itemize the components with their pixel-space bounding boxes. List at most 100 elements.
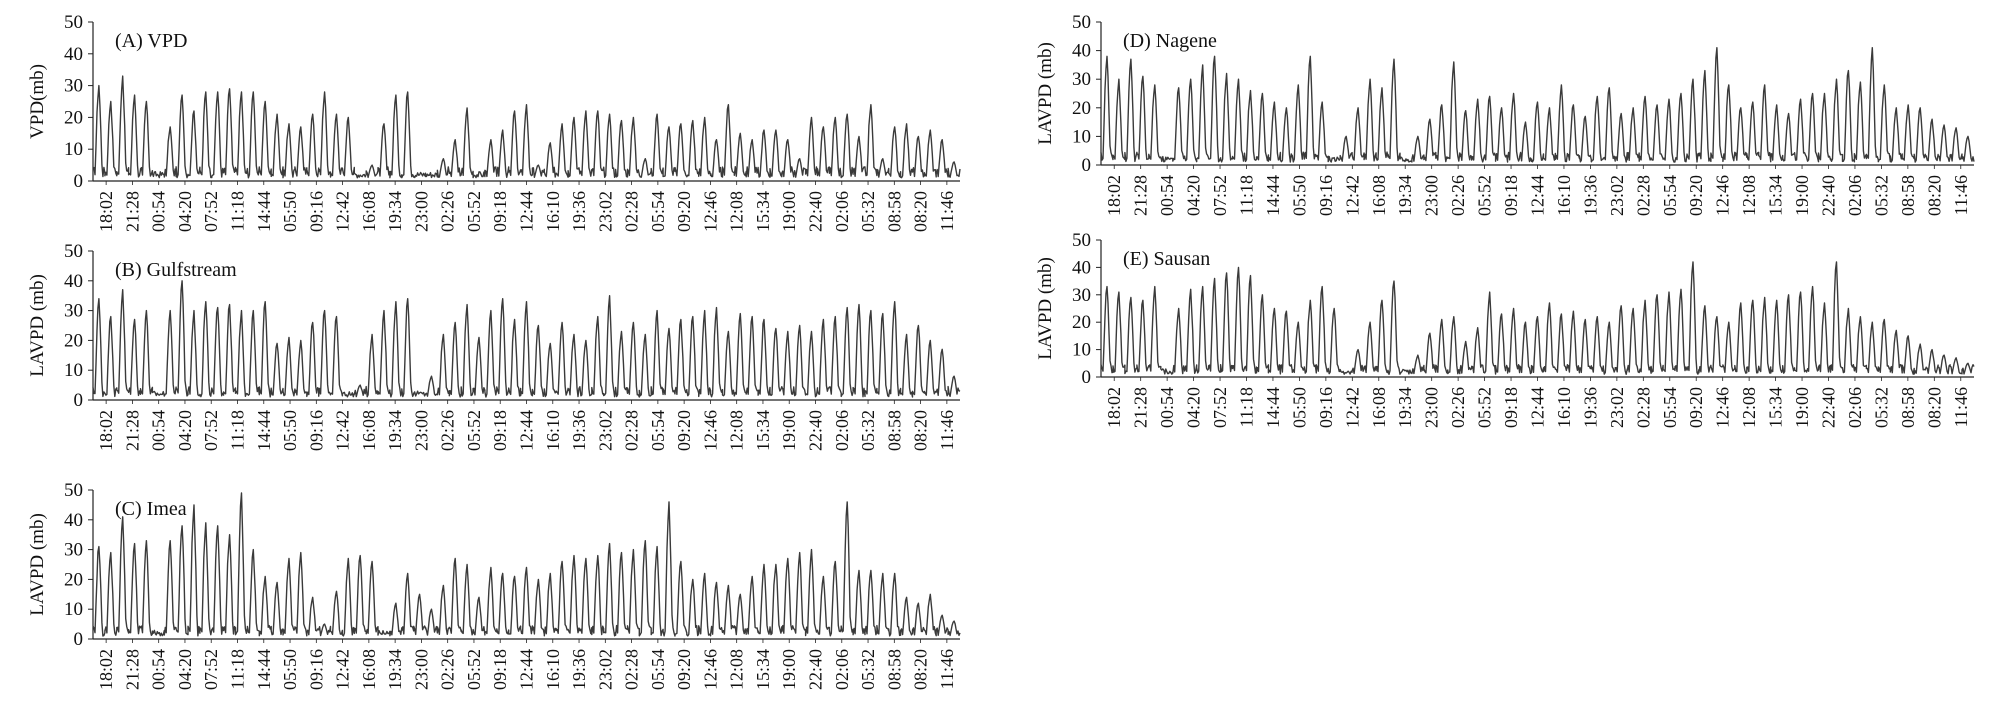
x-tick-label: 19:36 bbox=[569, 410, 589, 451]
x-tick-label: 02:26 bbox=[438, 649, 458, 690]
x-tick-label: 05:50 bbox=[280, 649, 300, 690]
y-tick-label: 40 bbox=[1072, 257, 1091, 278]
x-tick-label: 22:40 bbox=[806, 410, 826, 451]
x-tick-label: 14:44 bbox=[254, 191, 274, 232]
x-tick-label: 23:00 bbox=[411, 191, 431, 232]
x-tick-label: 09:20 bbox=[674, 410, 694, 451]
y-axis-label: LAVPD (mb) bbox=[1035, 42, 1056, 145]
x-tick-label: 05:54 bbox=[648, 410, 668, 451]
y-tick-label: 40 bbox=[1072, 41, 1091, 62]
x-tick-label: 02:06 bbox=[1845, 175, 1865, 216]
x-tick-label: 21:28 bbox=[122, 649, 142, 690]
y-tick-label: 10 bbox=[64, 599, 83, 620]
x-tick-label: 05:54 bbox=[648, 649, 668, 690]
x-tick-label: 12:42 bbox=[333, 410, 353, 451]
x-tick-label: 12:42 bbox=[333, 649, 353, 690]
x-tick-label: 19:00 bbox=[779, 191, 799, 232]
y-axis-label: LAVPD (mb) bbox=[1035, 257, 1056, 360]
y-tick-label: 10 bbox=[1072, 340, 1091, 361]
y-tick-label: 30 bbox=[64, 76, 83, 97]
x-tick-label: 16:10 bbox=[543, 191, 563, 232]
x-tick-label: 12:44 bbox=[1528, 387, 1548, 428]
x-tick-label: 21:28 bbox=[122, 410, 142, 451]
x-tick-label: 02:28 bbox=[1633, 175, 1653, 216]
x-tick-label: 08:58 bbox=[884, 191, 904, 232]
x-tick-label: 14:44 bbox=[1263, 387, 1283, 428]
x-tick-label: 00:54 bbox=[1157, 175, 1177, 216]
y-tick-label: 40 bbox=[64, 271, 83, 292]
x-tick-label: 02:06 bbox=[832, 191, 852, 232]
x-tick-label: 12:46 bbox=[700, 410, 720, 451]
x-tick-label: 02:26 bbox=[1448, 175, 1468, 216]
x-tick-label: 09:18 bbox=[490, 191, 510, 232]
x-tick-label: 02:26 bbox=[1448, 387, 1468, 428]
y-tick-label: 30 bbox=[1072, 285, 1091, 306]
x-tick-label: 19:36 bbox=[1580, 175, 1600, 216]
x-tick-label: 21:28 bbox=[1131, 175, 1151, 216]
x-tick-label: 19:34 bbox=[385, 649, 405, 690]
panel-e: 0 10 20 30 40 50 LAVPD (mb) 18:02 21:28 00:54 04:2… bbox=[1035, 230, 1975, 428]
y-tick-label: 50 bbox=[64, 12, 83, 33]
x-tick-label: 14:44 bbox=[1263, 175, 1283, 216]
x-tick-label: 18:02 bbox=[96, 649, 116, 690]
x-tick-label: 08:20 bbox=[911, 649, 931, 690]
x-tick-label: 12:44 bbox=[517, 191, 537, 232]
x-tick-label: 00:54 bbox=[149, 410, 169, 451]
x-tick-label: 02:26 bbox=[438, 191, 458, 232]
x-tick-label: 16:08 bbox=[359, 649, 379, 690]
x-tick-label: 22:40 bbox=[806, 191, 826, 232]
y-tick-label: 30 bbox=[1072, 69, 1091, 90]
x-tick-label: 09:18 bbox=[1501, 175, 1521, 216]
panel-a: 0 10 20 30 40 50 VPD(mb) 18:02 21:28 00:54 04:20 07… bbox=[27, 12, 961, 232]
x-tick-label: 23:02 bbox=[595, 191, 615, 232]
x-tick-label: 23:00 bbox=[411, 649, 431, 690]
y-tick-label: 20 bbox=[64, 107, 83, 128]
x-tick-label: 05:32 bbox=[858, 410, 878, 451]
y-axis-label: LAVPD (mb) bbox=[27, 274, 48, 377]
x-tick-label: 19:34 bbox=[385, 410, 405, 451]
x-tick-label: 12:46 bbox=[1713, 387, 1733, 428]
x-tick-label: 08:58 bbox=[884, 649, 904, 690]
x-tick-label: 07:52 bbox=[1210, 175, 1230, 216]
x-tick-label: 23:02 bbox=[595, 410, 615, 451]
x-tick-label: 12:42 bbox=[1342, 175, 1362, 216]
x-tick-label: 07:52 bbox=[201, 410, 221, 451]
x-tick-label: 09:16 bbox=[306, 410, 326, 451]
x-tick-label: 18:02 bbox=[1104, 175, 1124, 216]
x-tick-label: 02:06 bbox=[832, 649, 852, 690]
x-tick-label: 12:46 bbox=[1713, 175, 1733, 216]
series-line bbox=[92, 75, 961, 179]
y-tick-label: 20 bbox=[64, 330, 83, 351]
x-tick-label: 02:28 bbox=[622, 410, 642, 451]
y-tick-label: 0 bbox=[1082, 367, 1092, 388]
x-tick-label: 21:28 bbox=[122, 191, 142, 232]
x-tick-label: 00:54 bbox=[149, 191, 169, 232]
x-tick-label: 16:08 bbox=[359, 410, 379, 451]
x-tick-label: 02:26 bbox=[438, 410, 458, 451]
x-tick-label: 18:02 bbox=[1104, 387, 1124, 428]
x-tick-label: 19:00 bbox=[779, 410, 799, 451]
x-tick-label: 08:20 bbox=[911, 410, 931, 451]
y-tick-label: 30 bbox=[64, 540, 83, 561]
x-tick-label: 19:36 bbox=[569, 191, 589, 232]
series-line bbox=[92, 280, 961, 398]
x-tick-label: 16:08 bbox=[1369, 387, 1389, 428]
y-tick-label: 50 bbox=[1072, 230, 1091, 251]
x-tick-label: 09:16 bbox=[306, 191, 326, 232]
x-tick-label: 12:44 bbox=[517, 649, 537, 690]
x-tick-label: 09:20 bbox=[674, 191, 694, 232]
x-tick-label: 02:28 bbox=[622, 191, 642, 232]
panel-d: 0 10 20 30 40 50 LAVPD (mb) 18:02 21:28 00:54 04:2… bbox=[1035, 12, 1975, 216]
y-tick-label: 20 bbox=[1072, 312, 1091, 333]
x-tick-label: 22:40 bbox=[1819, 175, 1839, 216]
x-tick-label: 04:20 bbox=[175, 191, 195, 232]
x-tick-label: 12:08 bbox=[727, 649, 747, 690]
x-tick-label: 23:00 bbox=[411, 410, 431, 451]
x-tick-label: 11:18 bbox=[228, 649, 248, 689]
x-tick-label: 04:20 bbox=[1184, 175, 1204, 216]
x-tick-label: 14:44 bbox=[254, 410, 274, 451]
x-tick-label: 23:02 bbox=[1607, 175, 1627, 216]
series-line bbox=[1100, 47, 1975, 163]
panel-title: (C) Imea bbox=[115, 498, 187, 520]
